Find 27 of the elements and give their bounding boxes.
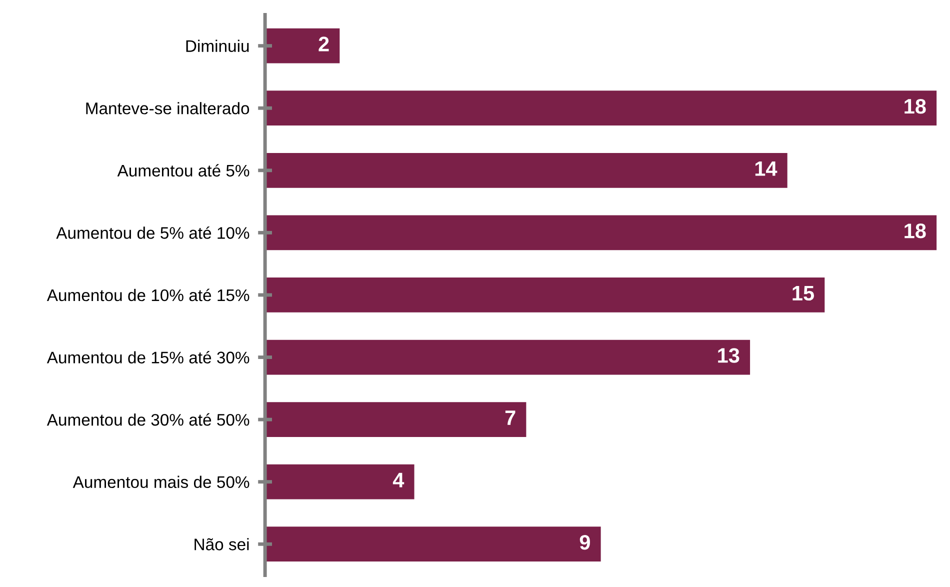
y-tick-label: Aumentou mais de 50% — [72, 476, 250, 488]
data-label: 7 — [505, 410, 516, 425]
bar — [265, 90, 937, 126]
data-label: 14 — [755, 161, 778, 176]
y-tick-label: Aumentou de 10% até 15% — [46, 288, 250, 302]
y-tick-label: Não sei — [194, 538, 249, 550]
y-tick-label: Aumentou de 30% até 50% — [46, 413, 250, 426]
y-tick-label: Manteve-se inalterado — [86, 102, 250, 114]
y-tick-label: Aumentou de 15% até 30% — [46, 351, 250, 364]
data-label: 9 — [580, 534, 590, 550]
data-label: 18 — [904, 224, 926, 238]
bar — [265, 152, 788, 188]
bar — [265, 215, 937, 250]
bar — [265, 464, 414, 500]
data-label: 2 — [318, 36, 329, 52]
data-label: 18 — [904, 98, 926, 114]
data-label: 15 — [792, 286, 814, 301]
bar — [265, 402, 526, 437]
data-label: 13 — [718, 348, 740, 363]
y-tick-label: Diminuiu — [186, 40, 249, 52]
y-tick-label: Aumentou até 5% — [117, 164, 250, 177]
y-tick-label: Aumentou de 5% até 10% — [56, 226, 250, 239]
bar — [265, 28, 340, 64]
data-label: 4 — [392, 472, 404, 488]
bar — [265, 278, 825, 312]
bar — [265, 340, 750, 375]
bar — [265, 526, 601, 562]
